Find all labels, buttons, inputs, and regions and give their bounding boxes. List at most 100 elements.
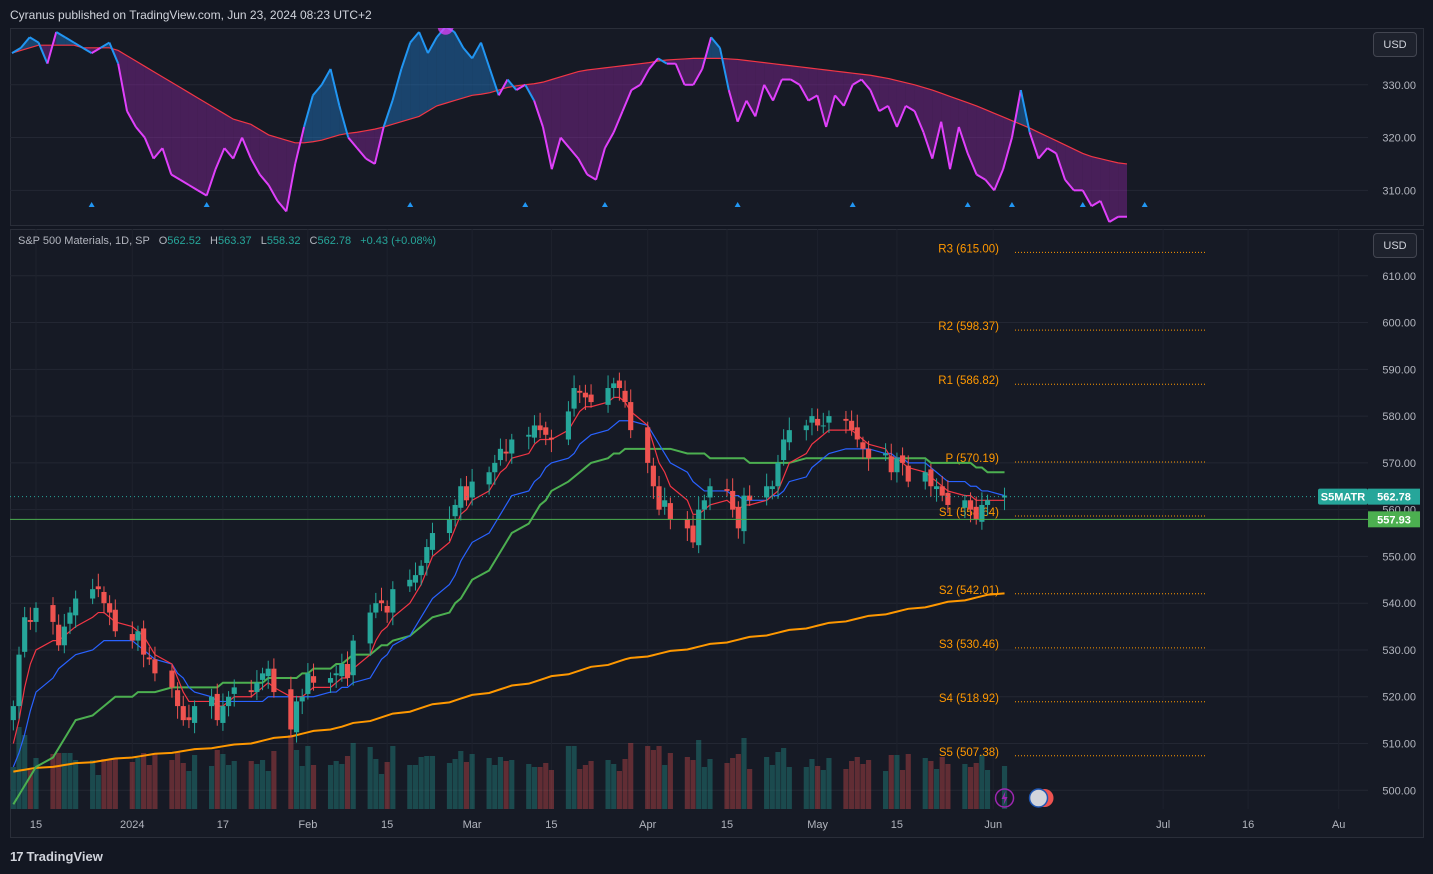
volume-bar xyxy=(492,765,498,809)
volume-bar xyxy=(424,756,430,809)
candle-body xyxy=(667,503,673,519)
symbol-legend[interactable]: S&P 500 Materials, 1D, SP O562.52 H563.3… xyxy=(18,235,436,247)
osc-y-tick-label: 330.00 xyxy=(1382,80,1416,92)
volume-bar xyxy=(186,771,192,809)
candle-body xyxy=(112,609,118,632)
main-price-axis[interactable]: 610.00 600.00 590.00 580.00 570.00 560.00 550.… xyxy=(1368,229,1424,809)
osc-main-line-segment xyxy=(993,168,1005,191)
volume-bar xyxy=(622,759,628,809)
candle-body xyxy=(265,668,271,677)
volume-bar xyxy=(724,763,730,809)
osc-main-line-segment xyxy=(188,184,199,192)
candle-body xyxy=(175,690,181,707)
hline-price-badge xyxy=(1368,511,1420,528)
osc-main-line-segment xyxy=(91,46,102,54)
osc-main-line-segment xyxy=(179,178,190,186)
candle-body xyxy=(628,402,634,431)
candle-body xyxy=(412,575,419,583)
candle-body xyxy=(429,533,436,550)
candle-body xyxy=(259,673,266,680)
sma-50-line xyxy=(12,447,1005,805)
candle-body xyxy=(73,598,79,616)
osc-main-line-segment xyxy=(727,89,739,122)
volume-bar xyxy=(939,757,945,809)
osc-main-line-segment xyxy=(161,147,173,175)
volume-bar xyxy=(967,767,974,809)
candle-body xyxy=(775,462,781,487)
osc-fill-segment xyxy=(799,66,809,101)
osc-fill-segment xyxy=(569,71,579,159)
volume-bar xyxy=(101,759,107,809)
candle-body xyxy=(843,418,849,421)
candle-body xyxy=(815,418,821,426)
osc-fill-segment xyxy=(410,32,420,120)
x-tick-label: Au xyxy=(1332,819,1345,831)
volume-bar xyxy=(531,767,538,809)
volume-bar xyxy=(781,748,787,809)
osc-main-line-segment xyxy=(214,147,226,170)
osc-fill-segment xyxy=(427,37,437,112)
volume-bar xyxy=(548,770,554,809)
candle-body xyxy=(492,462,498,473)
candle-body xyxy=(192,706,198,723)
time-axis[interactable]: 15 2024 17 Feb 15 Mar 15 Apr 15 May 15 Jun Jul 16 Au xyxy=(10,809,1424,838)
osc-main-line-segment xyxy=(205,168,217,196)
oscillator-chart[interactable] xyxy=(10,28,1368,226)
candle-body xyxy=(781,439,787,461)
volume-bar xyxy=(611,764,617,809)
volume-bar xyxy=(429,756,436,809)
candle-body xyxy=(656,486,662,510)
osc-fill-segment xyxy=(888,78,897,127)
tradingview-logo[interactable]: 17 TradingView xyxy=(10,849,103,864)
candle-body xyxy=(225,696,232,707)
osc-main-line-segment xyxy=(73,41,84,49)
last-price-badge xyxy=(1368,488,1420,505)
volume-bar xyxy=(503,761,509,809)
volume-bar xyxy=(1001,766,1008,809)
osc-fill-segment xyxy=(932,90,942,159)
osc-main-line-segment xyxy=(860,78,872,91)
pivot-level-label: R2 (598.37) xyxy=(938,321,999,333)
candle-body xyxy=(735,506,741,529)
osc-main-line-segment xyxy=(1064,179,1075,191)
osc-main-line-segment xyxy=(320,68,332,86)
candlestick-chart[interactable]: R3 (615.00)R2 (598.37)R1 (586.82)P (570.… xyxy=(10,229,1368,809)
candle-body xyxy=(526,434,532,437)
volume-bar xyxy=(56,753,62,809)
osc-main-line-segment xyxy=(29,36,40,44)
osc-fill-segment xyxy=(481,42,490,95)
osc-currency-button[interactable]: USD xyxy=(1373,32,1417,57)
main-chart-pane[interactable] xyxy=(10,229,1424,838)
osc-fill-segment xyxy=(773,63,782,101)
osc-fill-segment xyxy=(896,80,906,127)
candle-body xyxy=(497,448,504,461)
osc-fill-segment xyxy=(976,105,986,180)
main-y-tick-label: 590.00 xyxy=(1382,364,1416,376)
candle-body xyxy=(696,509,702,546)
osc-fill-segment xyxy=(259,129,269,186)
candle-body xyxy=(61,626,67,646)
osc-main-line-segment xyxy=(55,31,66,39)
volume-bar xyxy=(497,757,504,809)
candle-body xyxy=(469,481,475,498)
osc-fill-segment xyxy=(923,87,933,159)
volume-bar xyxy=(373,759,379,809)
osc-signal-marker xyxy=(203,202,210,207)
candle-body xyxy=(390,589,396,613)
oscillator-pane[interactable] xyxy=(10,28,1424,226)
osc-fill-segment xyxy=(1065,144,1074,191)
ema-fast-line xyxy=(12,396,1005,744)
volume-bar xyxy=(486,758,492,809)
volume-bar xyxy=(407,765,413,809)
osc-main-line-segment xyxy=(966,153,978,175)
main-currency-button[interactable]: USD xyxy=(1373,233,1417,258)
osc-price-axis[interactable]: 330.00 320.00 310.00 xyxy=(1368,28,1424,226)
osc-main-line-segment xyxy=(338,105,350,138)
osc-main-line-segment xyxy=(869,89,881,112)
volume-bar xyxy=(299,766,305,809)
main-y-tick-label: 560.00 xyxy=(1382,505,1416,517)
osc-main-line-segment xyxy=(480,42,491,70)
candle-body xyxy=(650,465,656,487)
osc-fill-segment xyxy=(206,103,216,196)
candle-body xyxy=(945,492,951,505)
